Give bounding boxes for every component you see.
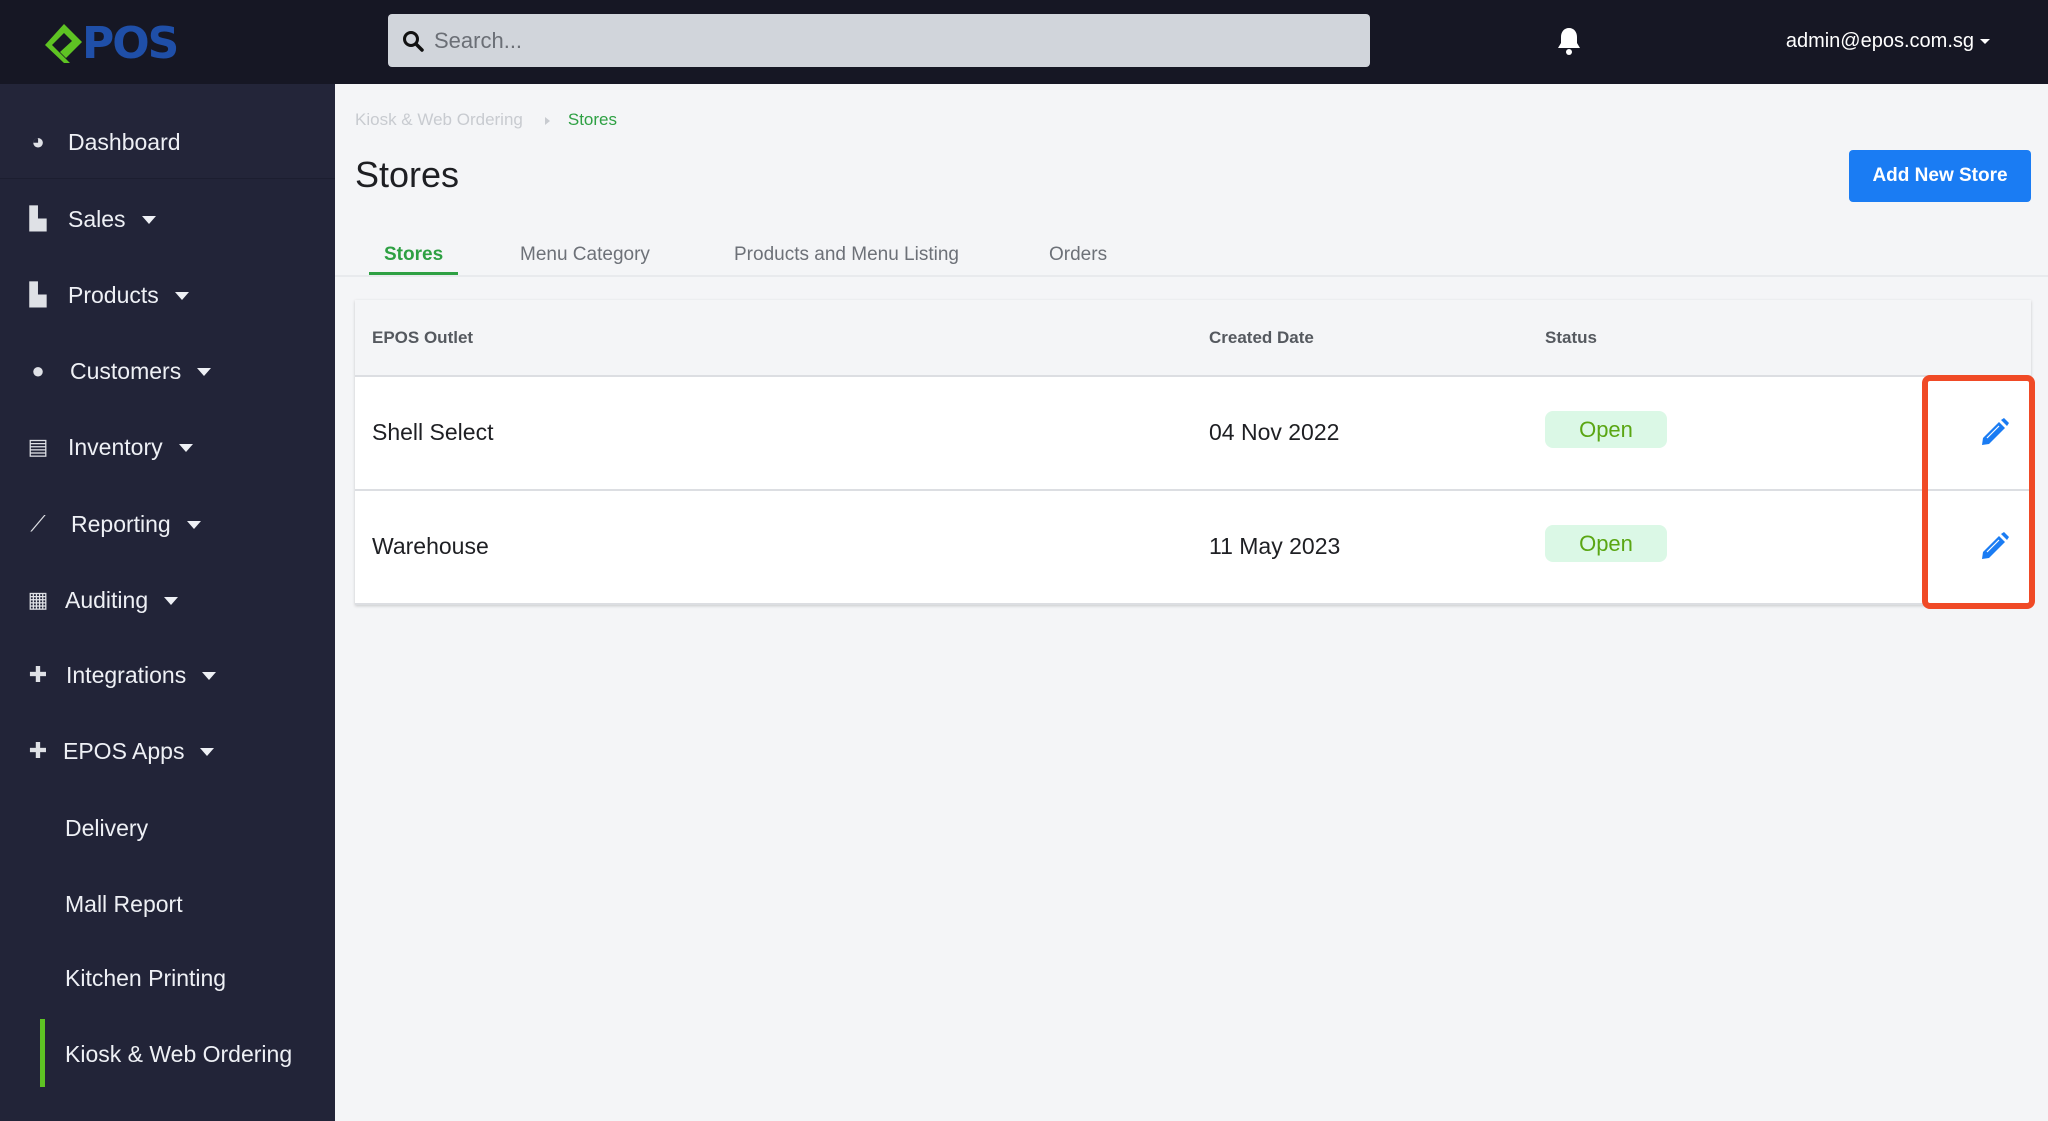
sidebar-item-label: Kitchen Printing	[65, 964, 227, 991]
plus-icon: ✚	[28, 738, 48, 763]
table-row: Shell Select 04 Nov 2022 Open	[355, 377, 2031, 491]
caret-down-icon	[141, 216, 156, 225]
table-header: EPOS Outlet Created Date Status	[355, 300, 2031, 377]
status-badge: Open	[1545, 525, 1667, 562]
sidebar-item-sales[interactable]: ▙ Sales	[0, 194, 335, 244]
sidebar-item-auditing[interactable]: ▦ Auditing	[0, 575, 335, 625]
created-date: 04 Nov 2022	[1209, 419, 1340, 445]
file-icon: ▦	[27, 587, 49, 612]
top-bar: POS admin@epos.com.sg	[0, 0, 2048, 84]
tab-orders[interactable]: Orders	[1049, 244, 1108, 265]
tachometer-icon: ◕	[31, 129, 45, 154]
breadcrumb-parent[interactable]: Kiosk & Web Ordering	[355, 110, 523, 129]
label-text: Inventory	[68, 433, 163, 460]
search-input[interactable]	[434, 27, 1334, 54]
caret-down-icon	[200, 748, 215, 757]
sidebar-item-dashboard[interactable]: ◕ Dashboard	[0, 117, 335, 167]
page-title: Stores	[355, 154, 460, 195]
highlight-box	[1922, 375, 2035, 609]
sidebar-item-customers[interactable]: ● Customers	[0, 346, 335, 396]
active-tab-indicator	[369, 272, 458, 275]
sidebar-item-epos-apps[interactable]: ✚ EPOS Apps	[0, 726, 335, 776]
label-text: Integrations	[66, 661, 187, 688]
main-content: Kiosk & Web Ordering Stores Stores Add Ne…	[335, 84, 2048, 1121]
label-text: Reporting	[71, 510, 171, 537]
outlet-name: Warehouse	[372, 533, 489, 559]
active-indicator	[40, 1019, 45, 1087]
sidebar-subitem-kiosk-web-ordering[interactable]: Kiosk & Web Ordering	[0, 1029, 335, 1079]
tab-menu-category[interactable]: Menu Category	[520, 244, 650, 265]
tab-bar: Stores Menu Category Products and Menu L…	[335, 227, 2048, 277]
breadcrumb: Kiosk & Web Ordering Stores	[355, 110, 617, 130]
sidebar-item-label: Dashboard	[68, 128, 181, 155]
tab-stores[interactable]: Stores	[384, 244, 444, 265]
label-text: Products	[68, 281, 159, 308]
sidebar-item-label: Mall Report	[65, 890, 183, 917]
sidebar-item-label: Kiosk & Web Ordering	[65, 1040, 293, 1067]
sidebar-item-integrations[interactable]: ✚ Integrations	[0, 650, 335, 700]
caret-down-icon	[202, 672, 217, 681]
label-text: Auditing	[65, 586, 149, 613]
stores-table: EPOS Outlet Created Date Status Shell Se…	[355, 300, 2031, 605]
label-text: Sales	[68, 205, 126, 232]
label-text: EPOS Apps	[63, 737, 185, 764]
user-menu[interactable]: admin@epos.com.sg	[1786, 30, 1990, 53]
outlet-name: Shell Select	[372, 419, 494, 445]
logo-text: POS	[82, 17, 179, 69]
sidebar-item-label: Delivery	[65, 814, 149, 841]
line-chart-icon: ⟋	[30, 511, 46, 536]
sidebar-item-label: Products	[68, 282, 189, 309]
sidebar-dashboard-bg	[0, 84, 335, 179]
label-text: Customers	[70, 357, 182, 384]
sidebar-subitem-mall-report[interactable]: Mall Report	[0, 879, 335, 929]
sidebar: ◕ Dashboard ▙ Sales ▙ Products ● Customers ▤…	[0, 84, 335, 1121]
shopping-bag-icon: ▙	[29, 282, 47, 307]
header-status[interactable]: Status	[1545, 328, 1597, 347]
sidebar-item-label: Sales	[68, 206, 156, 233]
users-icon: ●	[31, 358, 45, 383]
sidebar-subitem-kitchen-printing[interactable]: Kitchen Printing	[0, 953, 335, 1003]
search-icon	[403, 30, 424, 52]
caret-down-icon	[164, 597, 179, 606]
caret-down-icon	[197, 368, 212, 377]
caret-down-icon	[186, 521, 201, 530]
puzzle-icon: ✚	[28, 662, 48, 687]
pencil-edit-icon[interactable]	[1978, 417, 2010, 449]
header-created-date[interactable]: Created Date	[1209, 328, 1314, 347]
shopping-bag-icon: ▙	[29, 206, 47, 231]
header-epos-outlet[interactable]: EPOS Outlet	[372, 328, 474, 347]
sidebar-item-reporting[interactable]: ⟋ Reporting	[0, 499, 335, 549]
table-row: Warehouse 11 May 2023 Open	[355, 491, 2031, 605]
logo-mark-icon	[45, 24, 82, 63]
sidebar-subitem-delivery[interactable]: Delivery	[0, 803, 335, 853]
sidebar-item-label: Integrations	[66, 661, 217, 689]
status-badge: Open	[1545, 411, 1667, 448]
pencil-edit-icon[interactable]	[1978, 531, 2010, 563]
epos-logo[interactable]: POS	[42, 17, 179, 69]
sidebar-item-label: Inventory	[68, 434, 193, 461]
sidebar-item-products[interactable]: ▙ Products	[0, 270, 335, 320]
sidebar-item-label: Customers	[70, 357, 212, 385]
caret-down-icon	[174, 292, 189, 301]
created-date: 11 May 2023	[1209, 533, 1341, 559]
breadcrumb-separator-icon	[544, 116, 550, 125]
add-new-store-button[interactable]: Add New Store	[1849, 150, 2031, 202]
breadcrumb-current: Stores	[567, 110, 618, 129]
sidebar-item-label: EPOS Apps	[63, 737, 215, 765]
archive-icon: ▤	[27, 434, 49, 459]
sidebar-item-inventory[interactable]: ▤ Inventory	[0, 422, 335, 472]
bell-icon[interactable]	[1555, 26, 1583, 56]
search-bar[interactable]	[388, 14, 1370, 67]
tab-products-and-menu-listing[interactable]: Products and Menu Listing	[734, 244, 959, 265]
sidebar-item-label: Auditing	[65, 586, 179, 614]
caret-down-icon	[178, 444, 193, 453]
sidebar-item-label: Reporting	[71, 511, 201, 538]
